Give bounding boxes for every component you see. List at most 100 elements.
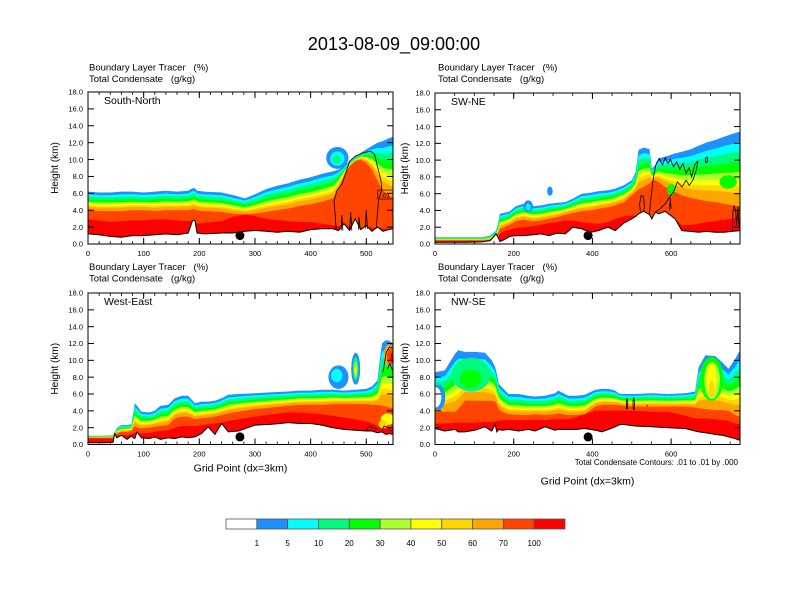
condensate-contour [340,215,344,231]
y-tick-label: 10.0 [68,155,83,164]
y-tick-label: 2.0 [73,223,83,232]
x-axis-label: Grid Point (dx=3km) [194,463,288,475]
colorbar-box [533,518,566,530]
location-marker [583,432,593,442]
panel-title-condensate: Total Condensate (g/kg) [89,74,195,85]
contour-fill-70 [88,159,393,238]
y-axis-label: Height (km) [50,142,61,194]
y-tick-label: 2.0 [420,423,430,432]
plot-frame [434,92,741,245]
colorbar-label: 30 [376,539,385,548]
y-axis-label: Height (km) [400,143,411,195]
colorbar-box [379,518,412,530]
panel-title-condensate: Total Condensate (g/kg) [438,274,544,285]
y-tick-label: 14.0 [68,121,83,130]
y-tick-label: 6.0 [73,189,83,198]
colorbar-box [502,518,535,530]
y-tick-label: 2.0 [420,223,430,232]
y-tick-label: 12.0 [68,138,83,147]
x-tick-label: 200 [193,249,206,258]
y-tick-label: 0.0 [420,440,430,449]
colorbar-box [318,518,350,530]
y-tick-label: 6.0 [73,390,83,399]
colorbar-label: 40 [406,539,415,548]
plot-area [435,131,740,244]
y-tick-label: 8.0 [420,173,430,182]
terrain-line [88,422,393,444]
terrain-mask [435,211,740,244]
colorbar-label: 1 [255,539,260,548]
colorbar-label: 5 [285,539,290,548]
figure-title: 2013-08-09_09:00:00 [308,34,480,55]
y-tick-label: 16.0 [415,105,430,114]
panel-west-east: 0.0 2.0 4.0 6.0 8.0 10.0 12.0 14.0 16.0 18.0 0 100 2… [50,262,394,475]
panel-title-condensate: Total Condensate (g/kg) [438,74,544,85]
x-tick-label: 400 [304,450,317,459]
contour-label-text: .01 [381,193,390,200]
contour-fill-100 [435,410,740,441]
location-marker [235,432,245,442]
plot-frame [87,292,394,445]
panel-sw-ne: 0.0 2.0 4.0 6.0 8.0 10.0 12.0 14.0 16.0 18.0 0 200 4… [400,63,741,258]
y-tick-label: 16.0 [68,105,83,114]
contour-feature-5 [331,368,343,383]
x-tick-label: 300 [249,450,262,459]
colorbar-label: 100 [528,539,542,548]
x-axis-label: Grid Point (dx=3km) [541,476,635,488]
colorbar-label: 70 [499,539,508,548]
y-tick-label: 6.0 [420,189,430,198]
y-tick-label: 6.0 [420,390,430,399]
x-tick-label: 200 [507,450,520,459]
y-tick-label: 8.0 [420,373,430,382]
y-tick-label: 16.0 [68,306,83,315]
contour-feature-5 [525,203,531,211]
x-tick-label: 100 [137,450,150,459]
contour-fill-100 [435,211,740,243]
colorbar-label: 60 [468,539,477,548]
y-tick-label: 0.0 [73,240,83,249]
y-tick-label: 0.0 [73,440,83,449]
contour-fill-100 [88,412,393,443]
y-tick-label: 14.0 [415,322,430,331]
panel-title-tracer: Boundary Layer Tracer (%) [438,63,557,74]
contour-feature-10 [332,155,342,164]
terrain-line [435,422,740,441]
terrain-mask [88,218,393,244]
x-tick-label: 600 [665,450,678,459]
panel-label: SW-NE [451,96,486,108]
condensate-contour [639,194,645,213]
colorbar-box [348,518,381,530]
y-tick-label: 8.0 [73,373,83,382]
condensate-contour [365,425,378,431]
x-tick-label: 200 [507,249,520,258]
colorbar-label: 10 [314,539,323,548]
y-tick-label: 4.0 [73,407,83,416]
condensate-contour [382,346,393,373]
y-tick-label: 12.0 [415,339,430,348]
plot-area [88,340,393,445]
contour-feature-1 [547,186,553,196]
terrain-line [88,217,393,238]
x-tick-label: 0 [433,450,437,459]
y-tick-label: 18.0 [68,289,83,298]
y-axis-label: Height (km) [400,343,411,395]
plot-frame [87,91,394,245]
colorbar-box [225,518,258,530]
panel-title-tracer: Boundary Layer Tracer (%) [89,63,208,74]
y-tick-label: 4.0 [73,206,83,215]
colorbar-box [472,518,504,530]
condensate-contour [705,156,709,163]
condensate-contour [364,210,368,229]
contour-fill-70 [435,180,740,243]
contour-label-box [377,189,393,200]
y-tick-label: 18.0 [415,289,430,298]
condensate-contour [625,398,629,410]
condensate-contour [669,197,672,211]
panel-label: South-North [104,95,161,107]
y-tick-label: 10.0 [415,356,430,365]
colorbar-box [441,518,473,530]
panel-nw-se: 0.0 2.0 4.0 6.0 8.0 10.0 12.0 14.0 16.0 18.0 0 200 4… [400,262,741,488]
plot-area: .01 [88,136,393,244]
contour-feature-0 [435,387,442,408]
panel-label: West-East [104,296,152,308]
